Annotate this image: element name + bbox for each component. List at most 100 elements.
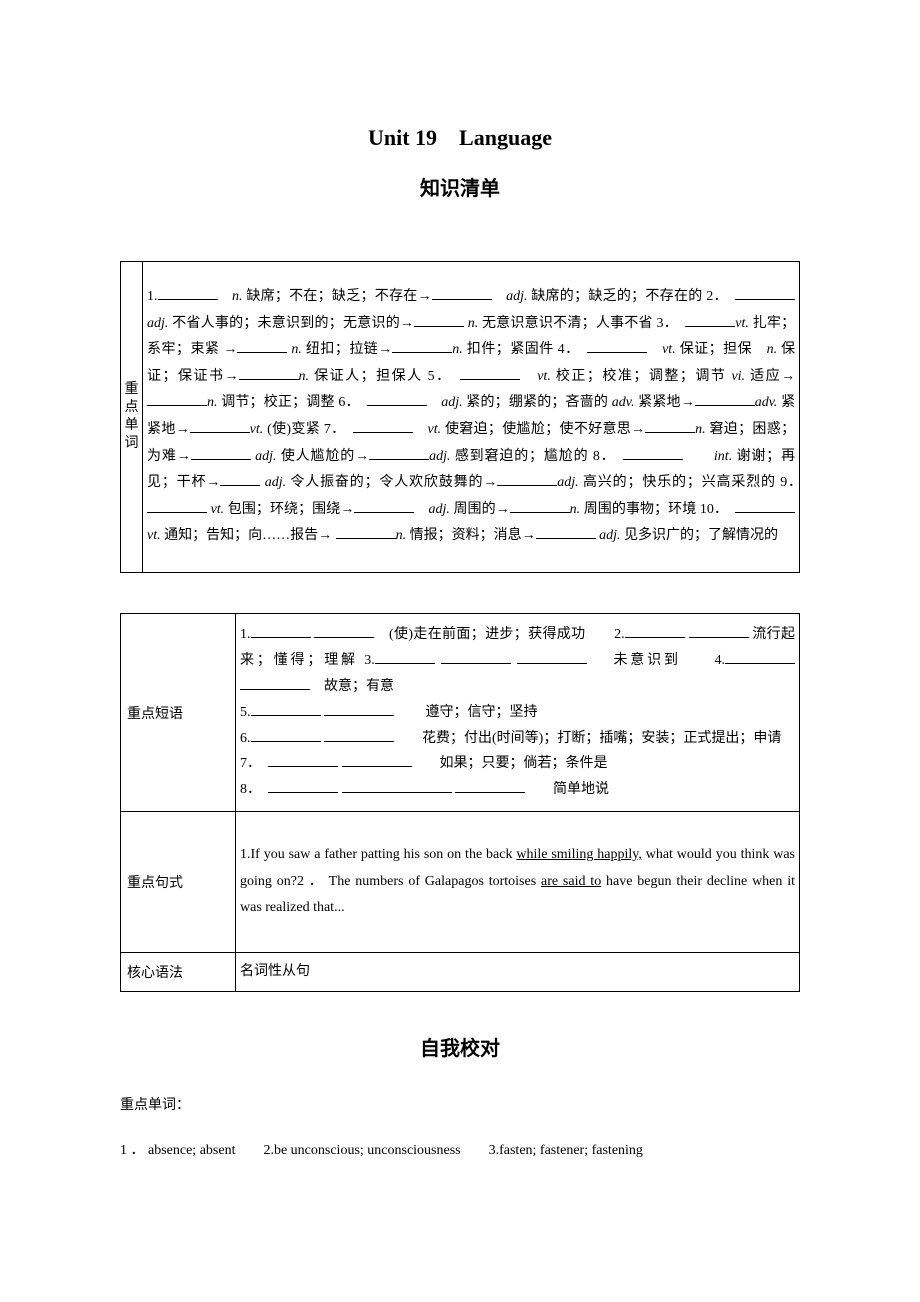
w7-pos4: adj. [429, 449, 450, 464]
w7-g4: 感到窘迫的；尴尬的 [455, 449, 589, 464]
blank [587, 341, 647, 354]
w2-g2: 无意识意识不清；人事不省 [482, 316, 653, 331]
w2-pos2: n. [468, 316, 479, 331]
words-content: 1. n. 缺席；不在；缺乏；不存在→ adj. 缺席的；缺乏的；不存在的 2．… [143, 262, 800, 573]
label-words-text: 重点单词 [125, 382, 139, 452]
blank [369, 447, 429, 460]
s2-ul: are said to [541, 874, 601, 889]
w8-lead: 8． [593, 449, 609, 464]
p5-lead: 5. [240, 705, 251, 720]
w6-lead: 6． [338, 395, 352, 410]
w4-g1: 保证；担保 [680, 342, 752, 357]
w7-g3: 使人尴尬的→ [281, 449, 369, 464]
blank [324, 703, 394, 716]
w6-g4: (使)变紧 [267, 422, 320, 437]
w6-g1: 紧的；绷紧的；吝啬的 [466, 395, 608, 410]
s2-lead: 2 ． The numbers of Galapagos tortoises [297, 874, 541, 889]
blank [239, 367, 299, 380]
self-check-heading: 自我校对 [120, 1032, 800, 1061]
blank [689, 625, 749, 638]
blank [251, 729, 321, 742]
w3-pos1: vt. [735, 316, 749, 331]
w1-g2: 缺席的；缺乏的；不存在的 [531, 289, 702, 304]
w7-pos2: n. [695, 422, 706, 437]
blank [536, 527, 596, 540]
phrases-content: 1. (使)走在前面；进步；获得成功 2. 流行起来；懂得；理解 3. 未意识到… [236, 613, 800, 811]
p4-g: 故意；有意 [324, 679, 394, 694]
w3-pos3: n. [452, 342, 463, 357]
label-sentences: 重点句式 [121, 812, 236, 953]
w7-pos1: vt. [428, 422, 442, 437]
w3-g3: 扣件；紧固件 [467, 342, 554, 357]
p6-lead: 6. [240, 731, 251, 746]
p4-lead: 4. [715, 653, 726, 668]
blank [392, 341, 452, 354]
grammar-content: 名词性从句 [236, 952, 800, 991]
w10-pos2: n. [396, 528, 407, 543]
w9-lead: 9． [780, 475, 795, 490]
answers-block: 重点单词： 1 ． absence; absent 2.be unconscio… [120, 1091, 800, 1167]
w8-pos1: int. [714, 449, 732, 464]
w9-pos2: adj. [428, 502, 449, 517]
blank [414, 314, 464, 327]
w4-lead: 4． [558, 342, 573, 357]
w6-pos1: adj. [441, 395, 462, 410]
w4-g3: 保证人；担保人 [314, 369, 423, 384]
blank [342, 755, 412, 768]
s1-lead: 1.If you saw a father patting his son on… [240, 847, 516, 862]
blank [190, 420, 250, 433]
w9-g1: 包围；环绕；围绕→ [228, 502, 355, 517]
w6-pos2: adv. [612, 395, 635, 410]
w1-pos1: n. [232, 289, 243, 304]
blank [497, 474, 557, 487]
blank [147, 394, 207, 407]
p3-lead: 3. [364, 653, 375, 668]
blank [725, 651, 795, 664]
blank [336, 527, 396, 540]
w9-pos3: n. [570, 502, 581, 517]
label-words: 重点单词 [121, 262, 143, 573]
w7-lead: 7． [324, 422, 339, 437]
w8-g2: 令人振奋的；令人欢欣鼓舞的→ [290, 475, 497, 490]
label-phrases: 重点短语 [121, 613, 236, 811]
w3-lead: 3． [657, 316, 671, 331]
w5-pos3: n. [207, 395, 218, 410]
w10-pos1: vt. [147, 528, 161, 543]
sentences-content: 1.If you saw a father patting his son on… [236, 812, 800, 953]
w4-pos2: n. [767, 342, 778, 357]
p6-g: 花费；付出(时间等)；打断；插嘴；安装；正式提出；申请 [422, 731, 781, 746]
w5-pos2: vi. [731, 369, 745, 384]
p7-lead: 7． [240, 756, 254, 771]
s1-ul: while smiling happily, [516, 847, 641, 862]
w5-g2: 适应→ [750, 369, 795, 384]
p1-g: (使)走在前面；进步；获得成功 [389, 627, 585, 642]
w8-g3: 高兴的；快乐的；兴高采烈的 [583, 475, 776, 490]
blank [695, 394, 755, 407]
w7-g1: 使窘迫；使尴尬；使不好意思→ [445, 422, 645, 437]
w5-g1: 校正；校准；调整；调节 [556, 369, 727, 384]
w2-lead: 2． [706, 289, 721, 304]
w2-g1: 不省人事的；未意识到的；无意识的→ [172, 316, 414, 331]
w3-pos2: n. [291, 342, 302, 357]
w9-pos1: vt. [211, 502, 225, 517]
w8-pos3: adj. [557, 475, 578, 490]
w10-g2: 情报；资料；消息→ [410, 528, 536, 543]
p1-lead: 1. [240, 627, 251, 642]
blank [324, 729, 394, 742]
w10-lead: 10． [700, 502, 721, 517]
blank [460, 367, 520, 380]
w5-pos1: vt. [537, 369, 551, 384]
blank [510, 500, 570, 513]
w4-pos1: vt. [662, 342, 676, 357]
blank [251, 625, 311, 638]
blank [314, 625, 374, 638]
w6-g2: 紧紧地→ [638, 395, 695, 410]
blank [158, 287, 218, 300]
blank [735, 287, 795, 300]
w3-g2: 纽扣；拉链→ [306, 342, 392, 357]
blank [268, 755, 338, 768]
w9-g3: 周围的事物；环境 [584, 502, 697, 517]
blank [432, 287, 492, 300]
answers-line1: 1 ． absence; absent 2.be unconscious; un… [120, 1136, 800, 1167]
w8-pos2: adj. [265, 475, 286, 490]
